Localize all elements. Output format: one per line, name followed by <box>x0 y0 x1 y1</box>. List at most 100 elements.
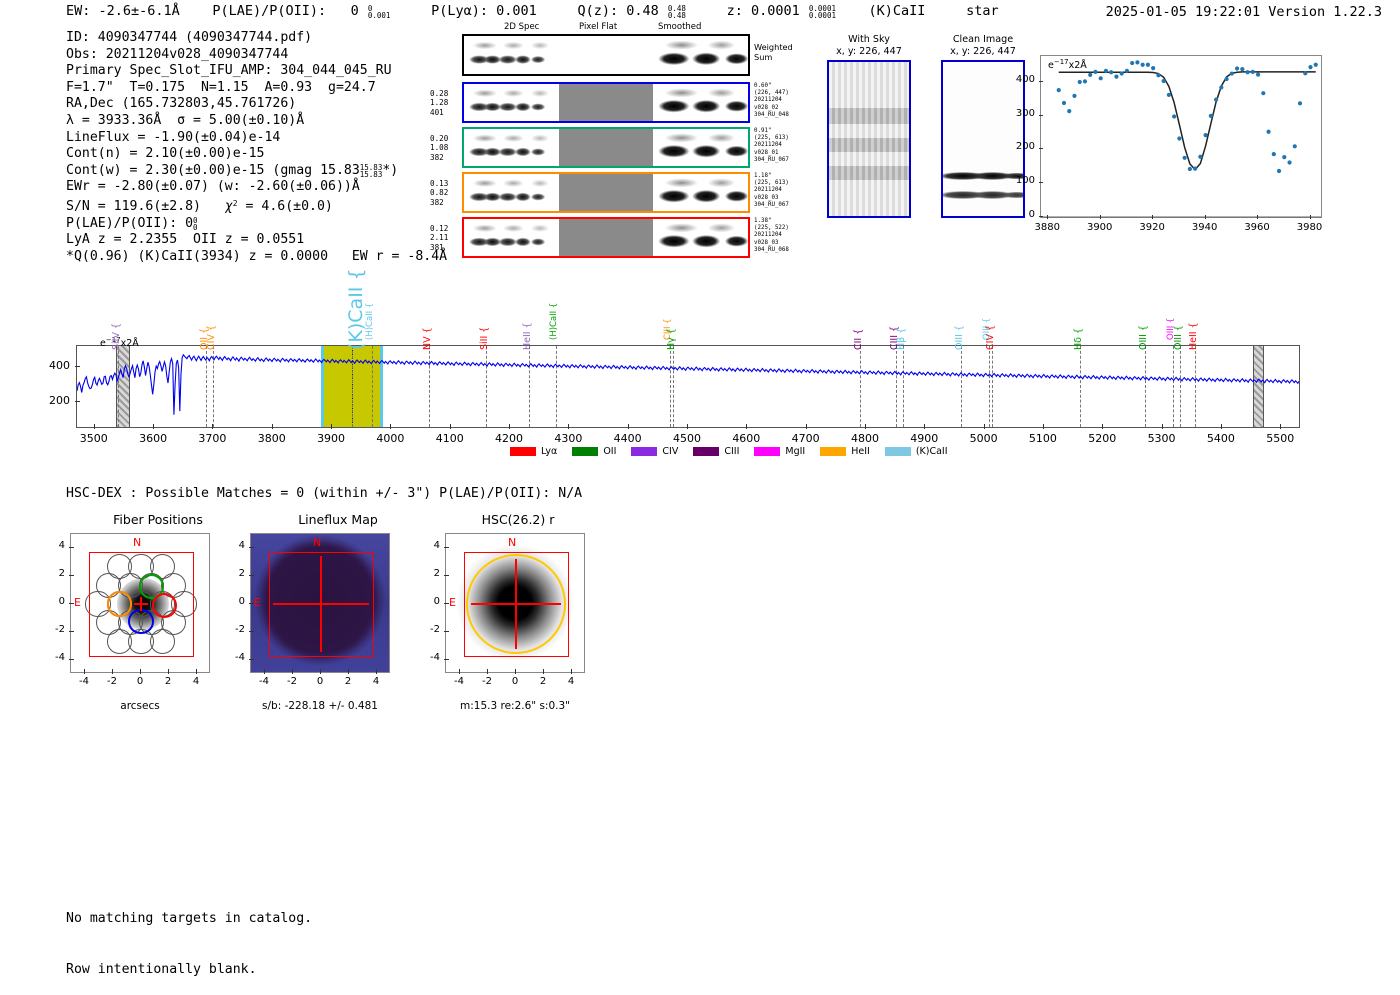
spectrum-xtickmark-1 <box>153 424 155 429</box>
fiber-xtickmark-0 <box>84 669 85 674</box>
info-primary-amp: Primary Spec_Slot_IFU_AMP: 304_044_045_R… <box>66 63 392 79</box>
info-seeing: F=1.7" T=0.175 N=1.15 A=0.93 g=24.7 <box>66 79 376 95</box>
spectrum-line-label-16: CIV { <box>984 325 996 350</box>
lineflux-map-plot: N E <box>250 533 390 673</box>
fiber-ytickmark-2 <box>69 603 74 604</box>
spec-row-2-2dspec <box>464 174 559 211</box>
linefit-xtick-4: 3960 <box>1244 222 1270 233</box>
line-marker-8 <box>555 346 557 427</box>
footer-line-2: Row intentionally blank. <box>66 962 257 977</box>
spectrum-line-label-20: OIII { <box>1173 325 1185 350</box>
hsc-east-label: E <box>449 596 456 609</box>
lineflux-xtick-0: -4 <box>259 676 269 687</box>
hsc-ytick-1: -2 <box>430 624 440 635</box>
lineflux-map-title: Lineflux Map <box>298 512 378 527</box>
spec-row-0-meta: 0.60" (226, 447) 20211204 v028_02 304_RU_048 <box>754 83 789 119</box>
line-fit-svg <box>1043 60 1321 218</box>
hsc-ytick-2: 0 <box>433 596 440 607</box>
clean-image <box>941 60 1025 218</box>
spectrum-xtick-12: 4700 <box>791 432 820 445</box>
spec-row-2-val-2: 382 <box>430 197 444 207</box>
legend-label-4: MgII <box>785 446 806 457</box>
spectrum-line-label-13: Hβ { <box>895 327 907 350</box>
hsc-xtickmark-1 <box>487 669 488 674</box>
spectrum-xtick-0: 3500 <box>79 432 108 445</box>
info-lambda-sigma: λ = 3933.36Å σ = 5.00(±0.10)Å <box>66 112 305 128</box>
fiber-xtickmark-4 <box>196 669 197 674</box>
hsc-xtickmark-4 <box>571 669 572 674</box>
spec-row-2-left-values: 0.13 0.82 382 <box>430 179 448 207</box>
info-lineflux: LineFlux = -1.90(±0.04)e-14 <box>66 129 281 145</box>
lineflux-xtick-4: 4 <box>372 676 380 687</box>
spec-row-0-val-1: 1.28 <box>430 98 449 108</box>
linefit-xtick-2: 3920 <box>1139 222 1165 233</box>
spec-row-0-2dspec <box>464 84 559 121</box>
legend-item-1: OII <box>572 446 616 457</box>
full-spectrum-plot <box>76 345 1300 428</box>
spec-row-1-meta-1: (225, 613) <box>754 135 789 142</box>
info-id: ID: 4090347744 (4090347744.pdf) <box>66 30 313 45</box>
line-marker-5 <box>428 346 430 427</box>
linefit-xtick-3: 3940 <box>1191 222 1218 233</box>
spec-row-0-smoothed <box>653 84 748 121</box>
spec-row-3-smoothed <box>653 219 748 256</box>
fiber-xtick-1: -2 <box>107 676 117 687</box>
spec-panel-row-0 <box>462 82 750 123</box>
spec-row-2-meta-1: (225, 613) <box>754 180 789 187</box>
fiber-xtick-2: 0 <box>136 676 144 687</box>
with-sky-image-panel: With Sky x, y: 226, 447 <box>814 34 924 218</box>
masked-region-0 <box>116 346 130 427</box>
spectrum-xtickmark-14 <box>924 424 926 429</box>
spectrum-ytick-0: 200 <box>49 394 70 408</box>
legend-item-5: HeII <box>820 446 870 457</box>
hsc-ytick-0: -4 <box>430 652 440 663</box>
linefit-ytickmark-1 <box>1039 182 1043 184</box>
fiber-xtickmark-2 <box>140 669 141 674</box>
hsc-north-label: N <box>508 536 517 549</box>
hsc-xtick-1: -2 <box>482 676 492 687</box>
fiber-ytick-1: -2 <box>55 624 65 635</box>
spec-row-0-val-0: 0.28 <box>430 89 449 98</box>
header-plae-poii-value: 0 <box>350 3 359 19</box>
fiber-xtickmark-3 <box>168 669 169 674</box>
spec-row-3-meta-1: (225, 522) <box>754 225 789 232</box>
spec-row-2-meta-2: 20211204 <box>754 187 782 194</box>
gmag-bounds: 15.83 15.83 <box>359 162 383 179</box>
spectrum-xtick-4: 3900 <box>317 432 346 445</box>
line-marker-19 <box>1173 346 1175 427</box>
legend-item-2: CIV <box>631 446 678 457</box>
clean-image-panel: Clean Image x, y: 226, 447 <box>928 34 1038 218</box>
linefit-xtickmark-5 <box>1309 215 1311 219</box>
spectrum-xtickmark-4 <box>331 424 333 429</box>
legend-item-0: Lyα <box>510 446 557 457</box>
line-fit-plot <box>1040 55 1322 218</box>
lineflux-ytick-3: 2 <box>238 568 245 579</box>
header-classification: (K)CaII <box>868 3 926 19</box>
spectrum-xtickmark-6 <box>449 424 451 429</box>
legend-swatch-1 <box>572 447 599 456</box>
spectrum-ytickmark-1 <box>75 366 80 368</box>
hsc-ytickmark-1 <box>444 631 449 632</box>
hsc-ytick-3: 2 <box>433 568 440 579</box>
fiber-xtick-3: 2 <box>164 676 172 687</box>
line-marker-15 <box>989 346 991 427</box>
fiber-ytick-2: 0 <box>58 596 65 607</box>
info-redshifts: LyA z = 2.2355 OII z = 0.0551 <box>66 232 305 248</box>
line-marker-0 <box>117 346 119 427</box>
hsc-ytickmark-0 <box>444 659 449 660</box>
lineflux-ytick-1: -2 <box>235 624 245 635</box>
spec-row-1-meta: 0.91" (225, 613) 20211204 v028_01 304_RU_067 <box>754 128 789 164</box>
spectrum-xtick-14: 4900 <box>910 432 939 445</box>
spec-row-1-meta-2: 20211204 <box>754 142 782 149</box>
legend-swatch-3 <box>693 447 720 456</box>
spec-panel-row-3 <box>462 217 750 258</box>
header-qz-label: Q(z): 0.48 <box>577 3 659 19</box>
line-fit-flux-unit: e−17x2Å <box>1048 58 1087 72</box>
linefit-ytick-2: 200 <box>1015 141 1035 153</box>
spec-row-2-meta-3: v028_03 <box>754 194 779 201</box>
fiber-xtickmark-1 <box>112 669 113 674</box>
spec-row-1-pixelflat <box>558 129 654 166</box>
lineflux-ytickmark-1 <box>249 631 254 632</box>
lineflux-xtickmark-3 <box>348 669 349 674</box>
spec-row-3-left-values: 0.12 2.11 381 <box>430 224 448 252</box>
